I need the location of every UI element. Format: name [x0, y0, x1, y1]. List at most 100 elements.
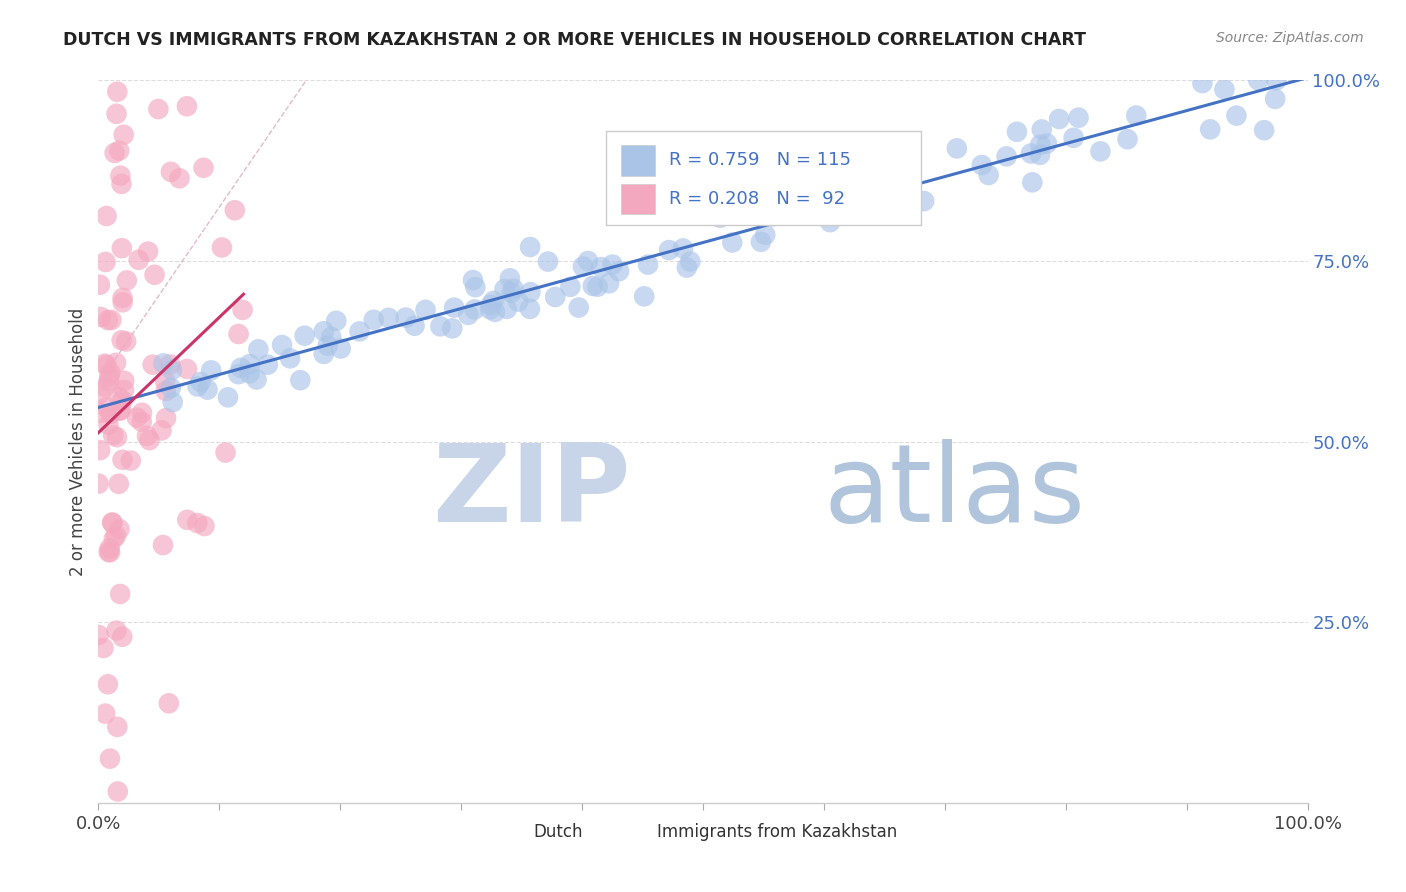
Point [1199, 122, 1222, 136]
Point [186, 516, 208, 530]
Point [104, 528, 127, 542]
Point [98, 545, 121, 559]
Point [232, 302, 254, 317]
Point [152, 538, 174, 552]
Point [762, 209, 785, 223]
Point [89, 406, 111, 420]
Point [499, 271, 522, 285]
Point [105, 107, 128, 121]
Point [1253, 123, 1275, 137]
Point [131, 415, 153, 429]
Point [395, 310, 418, 325]
Point [325, 314, 347, 328]
Point [105, 720, 128, 734]
Point [568, 301, 591, 315]
Point [96, 401, 118, 415]
Point [441, 321, 464, 335]
Point [112, 128, 135, 142]
Point [1225, 109, 1247, 123]
Point [190, 375, 212, 389]
Point [176, 513, 198, 527]
Point [598, 277, 620, 291]
Point [676, 260, 699, 275]
Point [837, 187, 859, 202]
Point [131, 406, 153, 420]
Text: Dutch: Dutch [534, 823, 583, 841]
Point [576, 254, 599, 268]
FancyBboxPatch shape [606, 131, 921, 225]
Point [946, 141, 969, 155]
Point [111, 333, 134, 347]
Point [495, 301, 517, 316]
Point [96, 209, 118, 223]
Point [105, 430, 128, 444]
Point [110, 403, 132, 417]
Point [479, 298, 502, 312]
Point [321, 330, 343, 344]
Point [125, 410, 148, 425]
Point [200, 363, 222, 377]
Point [159, 358, 181, 372]
Point [1019, 146, 1042, 161]
Point [107, 476, 129, 491]
Point [868, 191, 890, 205]
Point [103, 428, 125, 442]
Point [1090, 145, 1112, 159]
FancyBboxPatch shape [624, 822, 651, 843]
Point [105, 624, 128, 638]
Point [136, 429, 159, 443]
Point [94, 255, 117, 269]
Point [709, 211, 731, 225]
Point [110, 177, 132, 191]
Text: atlas: atlas [824, 439, 1085, 545]
Point [464, 302, 486, 317]
Point [995, 149, 1018, 163]
Point [256, 358, 278, 372]
Point [111, 295, 134, 310]
Point [443, 301, 465, 315]
Point [1031, 122, 1053, 136]
Point [155, 384, 177, 398]
Point [349, 325, 371, 339]
Point [108, 144, 131, 158]
Point [271, 338, 294, 352]
Point [560, 280, 582, 294]
Text: ZIP: ZIP [432, 439, 630, 545]
Point [108, 587, 131, 601]
Point [98, 374, 121, 388]
Point [101, 516, 124, 530]
Point [143, 268, 166, 282]
Point [329, 342, 352, 356]
Point [108, 404, 131, 418]
Point [187, 379, 209, 393]
Point [823, 189, 845, 203]
Point [457, 308, 479, 322]
Point [162, 395, 184, 409]
Point [103, 532, 125, 546]
Point [169, 171, 191, 186]
Point [1125, 109, 1147, 123]
Point [148, 102, 170, 116]
Point [312, 324, 335, 338]
Point [672, 242, 695, 256]
Point [138, 433, 160, 447]
Point [842, 187, 865, 202]
Point [887, 169, 910, 184]
Point [160, 381, 183, 395]
Point [112, 374, 135, 388]
Point [229, 360, 252, 375]
Point [602, 258, 624, 272]
Point [1021, 175, 1043, 189]
Point [120, 453, 142, 467]
Point [136, 244, 159, 259]
Point [415, 302, 437, 317]
Point [228, 326, 250, 341]
Text: DUTCH VS IMMIGRANTS FROM KAZAKHSTAN 2 OR MORE VEHICLES IN HOUSEHOLD CORRELATION : DUTCH VS IMMIGRANTS FROM KAZAKHSTAN 2 OR… [63, 31, 1087, 49]
Point [93, 640, 115, 655]
Point [1029, 137, 1052, 152]
Point [228, 367, 250, 381]
Point [747, 193, 769, 207]
Point [97, 545, 120, 559]
Point [142, 358, 165, 372]
Point [110, 169, 132, 183]
